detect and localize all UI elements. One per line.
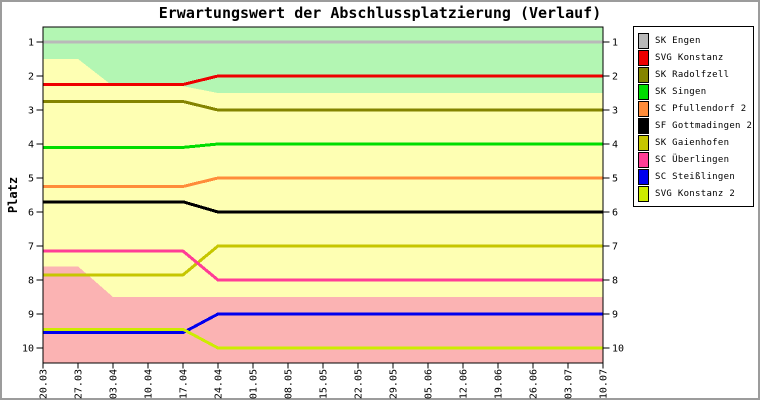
legend-swatch-sc-pfullendorf-2 — [638, 100, 649, 117]
legend-label: SC Pfullendorf 2 — [655, 103, 747, 114]
y-tick-label-left: 4 — [28, 140, 34, 151]
x-tick-label: 08.05 — [284, 369, 295, 399]
x-tick-label: 10.04 — [144, 369, 155, 399]
series-line-sc-berlingen — [43, 249, 603, 282]
legend-swatch-sc-berlingen — [638, 151, 649, 168]
legend-label: SVG Konstanz — [655, 52, 724, 63]
series-line-sc-pfullendorf-2 — [43, 176, 603, 188]
x-tick-label: 24.04 — [214, 369, 225, 399]
y-tick-label-right: 3 — [612, 106, 618, 117]
series-line-sk-gaienhofen — [43, 244, 603, 277]
series-line-sf-gottmadingen-2 — [43, 200, 603, 214]
y-tick-label-left: 2 — [28, 72, 34, 83]
x-tick-label: 10.07 — [599, 369, 610, 399]
chart-title: Erwartungswert der Abschlussplatzierung … — [158, 4, 602, 22]
x-tick-label: 27.03 — [74, 369, 85, 399]
legend-item-sk-engen: SK Engen — [638, 32, 753, 49]
legend-swatch-sf-gottmadingen-2 — [638, 117, 649, 134]
x-tick-label: 15.05 — [319, 369, 330, 399]
x-tick-label: 29.05 — [389, 369, 400, 399]
x-tick-label: 03.07 — [564, 369, 575, 399]
x-tick-label: 03.04 — [109, 369, 120, 399]
legend-swatch-sk-singen — [638, 83, 649, 100]
y-tick-label-right: 4 — [612, 140, 618, 151]
y-tick-label-left: 1 — [28, 38, 34, 49]
x-tick-label: 19.06 — [494, 369, 505, 399]
x-tick-label: 17.04 — [179, 369, 190, 399]
x-tick-label: 20.03 — [39, 369, 50, 399]
series-line-sk-singen — [43, 142, 603, 149]
y-tick-label-left: 10 — [22, 344, 34, 355]
legend-item-svg-konstanz-2: SVG Konstanz 2 — [638, 185, 753, 202]
x-tick-label: 05.06 — [424, 369, 435, 399]
legend-item-sk-gaienhofen: SK Gaienhofen — [638, 134, 753, 151]
legend-item-sf-gottmadingen-2: SF Gottmadingen 2 — [638, 117, 753, 134]
y-tick-label-left: 6 — [28, 208, 34, 219]
legend-label: SK Radolfzell — [655, 69, 730, 80]
legend-swatch-sk-gaienhofen — [638, 134, 649, 151]
series-line-sk-radolfzell — [43, 100, 603, 112]
y-tick-label-right: 8 — [612, 276, 618, 287]
legend-label: SVG Konstanz 2 — [655, 188, 736, 199]
legend-label: SK Gaienhofen — [655, 137, 730, 148]
legend-item-sc-pfullendorf-2: SC Pfullendorf 2 — [638, 100, 753, 117]
y-tick-label-left: 9 — [28, 310, 34, 321]
y-tick-label-right: 9 — [612, 310, 618, 321]
y-tick-label-left: 8 — [28, 276, 34, 287]
legend-label: SC Steißlingen — [655, 171, 736, 182]
y-tick-label-right: 5 — [612, 174, 618, 185]
y-tick-label-left: 3 — [28, 106, 34, 117]
y-tick-label-left: 7 — [28, 242, 34, 253]
legend-item-svg-konstanz: SVG Konstanz — [638, 49, 753, 66]
legend-label: SK Singen — [655, 86, 707, 97]
legend-swatch-svg-konstanz — [638, 49, 649, 66]
y-tick-label-right: 2 — [612, 72, 618, 83]
x-tick-label: 22.05 — [354, 369, 365, 399]
y-tick-label-left: 5 — [28, 174, 34, 185]
legend-label: SF Gottmadingen 2 — [655, 120, 753, 131]
x-tick-label: 12.06 — [459, 369, 470, 399]
legend-item-sc-stei-lingen: SC Steißlingen — [638, 168, 753, 185]
y-tick-label-right: 1 — [612, 38, 618, 49]
x-tick-label: 01.05 — [249, 369, 260, 399]
legend-label: SK Engen — [655, 35, 701, 46]
legend-item-sk-radolfzell: SK Radolfzell — [638, 66, 753, 83]
legend-swatch-sk-radolfzell — [638, 66, 649, 83]
legend-swatch-svg-konstanz-2 — [638, 185, 649, 202]
x-tick-label: 26.06 — [529, 369, 540, 399]
y-tick-label-right: 7 — [612, 242, 618, 253]
series-line-svg-konstanz — [43, 74, 603, 86]
y-tick-label-right: 10 — [612, 344, 624, 355]
legend-item-sk-singen: SK Singen — [638, 83, 753, 100]
legend-label: SC Überlingen — [655, 154, 730, 165]
series-line-sc-stei-lingen — [43, 312, 603, 335]
legend-item-sc-berlingen: SC Überlingen — [638, 151, 753, 168]
legend-swatch-sc-stei-lingen — [638, 168, 649, 185]
y-tick-label-right: 6 — [612, 208, 618, 219]
legend-swatch-sk-engen — [638, 32, 649, 49]
legend-box: SK Engen SVG Konstanz SK Radolfzell SK Sing… — [633, 26, 754, 207]
series-line-svg-konstanz-2 — [43, 327, 603, 350]
